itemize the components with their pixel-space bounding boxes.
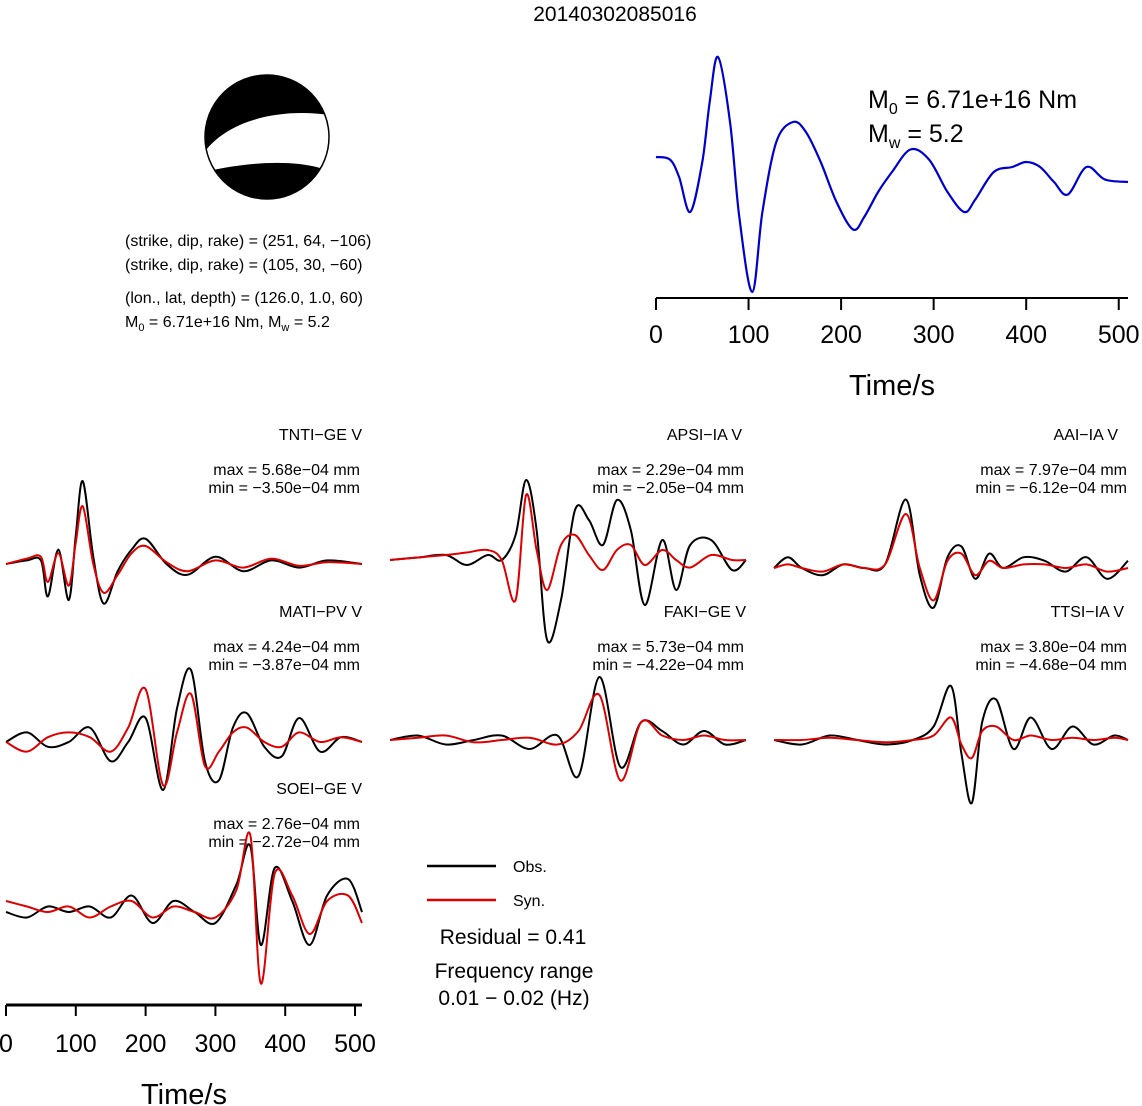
station-max: max = 5.68e−04 mm (213, 462, 360, 479)
synthetic-trace (389, 692, 747, 782)
stf-x-axis-label: Time/s (849, 370, 935, 402)
legend-obs-label: Obs. (513, 859, 547, 876)
station-name: MATI−PV V (279, 604, 362, 621)
station-max: max = 5.73e−04 mm (597, 639, 744, 656)
frequency-range: 0.01 − 0.02 (Hz) (438, 987, 589, 1010)
bottom-x-axis-label: Time/s (141, 1079, 227, 1106)
frequency-label: Frequency range (435, 960, 594, 983)
synthetic-trace (5, 505, 363, 594)
station-name: AAI−IA V (1054, 427, 1119, 444)
legend: Obs. Syn. (427, 859, 547, 910)
plots-layer: 0 100 200 300 400 500 Time/s 0 100 200 300 400 500 Ti… (0, 55, 1140, 1106)
station-name: SOEI−GE V (276, 781, 362, 798)
beachball-outline (204, 74, 330, 200)
bottom-x-tick-label: 400 (264, 1030, 306, 1058)
observed-trace (5, 667, 363, 792)
stf-x-tick-label: 300 (913, 321, 955, 349)
station-name: TTSI−IA V (1051, 604, 1125, 621)
station-min: min = −2.72e−04 mm (208, 834, 360, 851)
station-min: min = −4.68e−04 mm (975, 657, 1127, 674)
bottom-x-tick-label: 100 (55, 1030, 97, 1058)
observed-trace (5, 843, 363, 947)
stf-x-tick-label: 200 (820, 321, 862, 349)
station-max: max = 2.29e−04 mm (597, 462, 744, 479)
observed-trace (773, 684, 1129, 805)
stf-x-tick-label: 500 (1098, 321, 1140, 349)
station-min: min = −3.50e−04 mm (208, 480, 360, 497)
synthetic-trace (773, 716, 1129, 760)
stf-x-tick-label: 100 (728, 321, 770, 349)
station-name: FAKI−GE V (664, 604, 747, 621)
hypocenter: (lon., lat, depth) = (126.0, 1.0, 60) (125, 290, 363, 307)
station-max: max = 4.24e−04 mm (213, 639, 360, 656)
figure-title: 20140302085016 (533, 3, 697, 26)
moment-line: M0 = 6.71e+16 Nm, Mw = 5.2 (125, 314, 330, 334)
station-name: TNTI−GE V (279, 427, 362, 444)
legend-syn-label: Syn. (513, 893, 545, 910)
stf-x-tick-label: 0 (649, 321, 663, 349)
residual-text: Residual = 0.41 (440, 926, 587, 949)
observed-trace (773, 498, 1129, 609)
mechanism-info: (strike, dip, rake) = (251, 64, −106) (s… (125, 233, 371, 334)
stf-trace (655, 55, 1129, 294)
synthetic-trace (389, 493, 747, 603)
beachball (204, 74, 330, 200)
bottom-x-tick-label: 300 (195, 1030, 237, 1058)
stf-mw: Mw = 5.2 (868, 120, 964, 152)
station-name: APSI−IA V (667, 427, 742, 444)
station-max: max = 2.76e−04 mm (213, 816, 360, 833)
observed-trace (5, 480, 363, 605)
synthetic-trace (773, 512, 1129, 602)
stf-magnitude: M0 = 6.71e+16 Nm Mw = 5.2 (868, 86, 1077, 152)
bottom-x-tick-label: 0 (0, 1030, 13, 1058)
station-min: min = −3.87e−04 mm (208, 657, 360, 674)
bottom-x-tick-label: 200 (125, 1030, 167, 1058)
station-min: min = −4.22e−04 mm (592, 657, 744, 674)
nodal-plane-1: (strike, dip, rake) = (251, 64, −106) (125, 233, 371, 250)
station-max: max = 7.97e−04 mm (980, 462, 1127, 479)
synthetic-trace (5, 686, 363, 787)
station-labels: TNTI−GE V max = 5.68e−04 mm min = −3.50e… (208, 427, 1127, 851)
station-min: min = −6.12e−04 mm (975, 480, 1127, 497)
beachball-dilatational (206, 113, 330, 170)
nodal-plane-2: (strike, dip, rake) = (105, 30, −60) (125, 257, 362, 274)
observed-trace (389, 675, 747, 779)
synthetic-trace (5, 831, 363, 985)
station-min: min = −2.05e−04 mm (592, 480, 744, 497)
stf-x-tick-label: 400 (1005, 321, 1047, 349)
stf-m0: M0 = 6.71e+16 Nm (868, 86, 1077, 118)
bottom-x-tick-label: 500 (334, 1030, 376, 1058)
station-max: max = 3.80e−04 mm (980, 639, 1127, 656)
observed-trace (389, 478, 747, 644)
